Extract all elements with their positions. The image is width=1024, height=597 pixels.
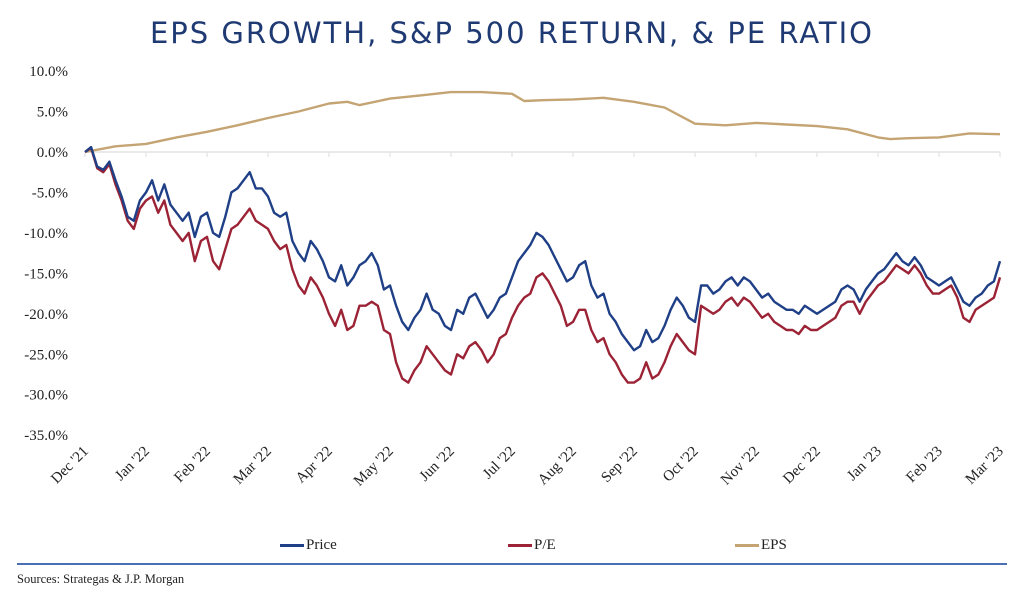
legend-swatch-pe (508, 544, 532, 547)
x-tick-label: Nov '22 (718, 444, 763, 489)
x-tick-label: Apr '22 (293, 444, 336, 487)
y-tick-label: 5.0% (37, 105, 68, 121)
x-tick-label: Dec '22 (780, 444, 824, 488)
x-tick-label: Jul '22 (480, 444, 519, 483)
x-tick-label: Aug '22 (535, 444, 580, 489)
x-tick-label: Jan '22 (112, 444, 153, 485)
series-line-eps (84, 90, 1001, 154)
legend-swatch-eps (735, 544, 759, 547)
y-tick-label: -10.0% (24, 226, 68, 242)
x-tick-label: Jun '22 (417, 444, 458, 485)
legend-label-eps: EPS (761, 537, 787, 553)
footer-divider (17, 563, 1007, 565)
legend-item-eps: EPS (735, 537, 787, 554)
series-line-pe (84, 146, 1002, 384)
series-line-price (84, 145, 1002, 352)
x-tick-label: May '22 (351, 444, 397, 490)
y-tick-label: -15.0% (24, 266, 68, 282)
series-layer (84, 90, 1002, 384)
source-note: Sources: Strategas & J.P. Morgan (17, 572, 185, 586)
chart-title: EPS GROWTH, S&P 500 RETURN, & PE RATIO (149, 16, 875, 50)
x-tick-label: Oct '22 (660, 444, 702, 486)
legend-label-pe: P/E (534, 537, 556, 553)
y-tick-label: 10.0% (29, 64, 68, 80)
legend-swatch-price (280, 544, 304, 547)
line-chart: 10.0% 5.0% 0.0% -5.0% -10.0% -15.0% -20.0% -25.… (24, 64, 1007, 490)
legend-label-price: Price (306, 537, 337, 553)
legend-item-pe: P/E (508, 537, 556, 554)
y-tick-label: -30.0% (24, 388, 68, 404)
y-tick-label: -20.0% (24, 307, 68, 323)
y-tick-label: 0.0% (37, 145, 68, 161)
x-tick-label: Feb '22 (171, 444, 213, 486)
x-tick-label: Mar '22 (231, 444, 275, 488)
x-tick-label: Jan '23 (844, 444, 885, 485)
y-tick-label: -35.0% (24, 428, 68, 444)
x-axis: Dec '21 Jan '22 Feb '22 Mar '22 Apr '22 May '… (48, 151, 1007, 490)
legend-item-price: Price (280, 537, 337, 554)
y-tick-label: -5.0% (32, 185, 68, 201)
x-tick-label: Dec '21 (48, 444, 92, 488)
x-tick-label: Feb '23 (903, 444, 945, 486)
x-tick-label: Mar '23 (963, 444, 1007, 488)
y-tick-label: -25.0% (24, 347, 68, 363)
y-axis-ticks: 10.0% 5.0% 0.0% -5.0% -10.0% -15.0% -20.0% -25.… (24, 64, 68, 444)
x-tick-label: Sep '22 (598, 444, 640, 486)
